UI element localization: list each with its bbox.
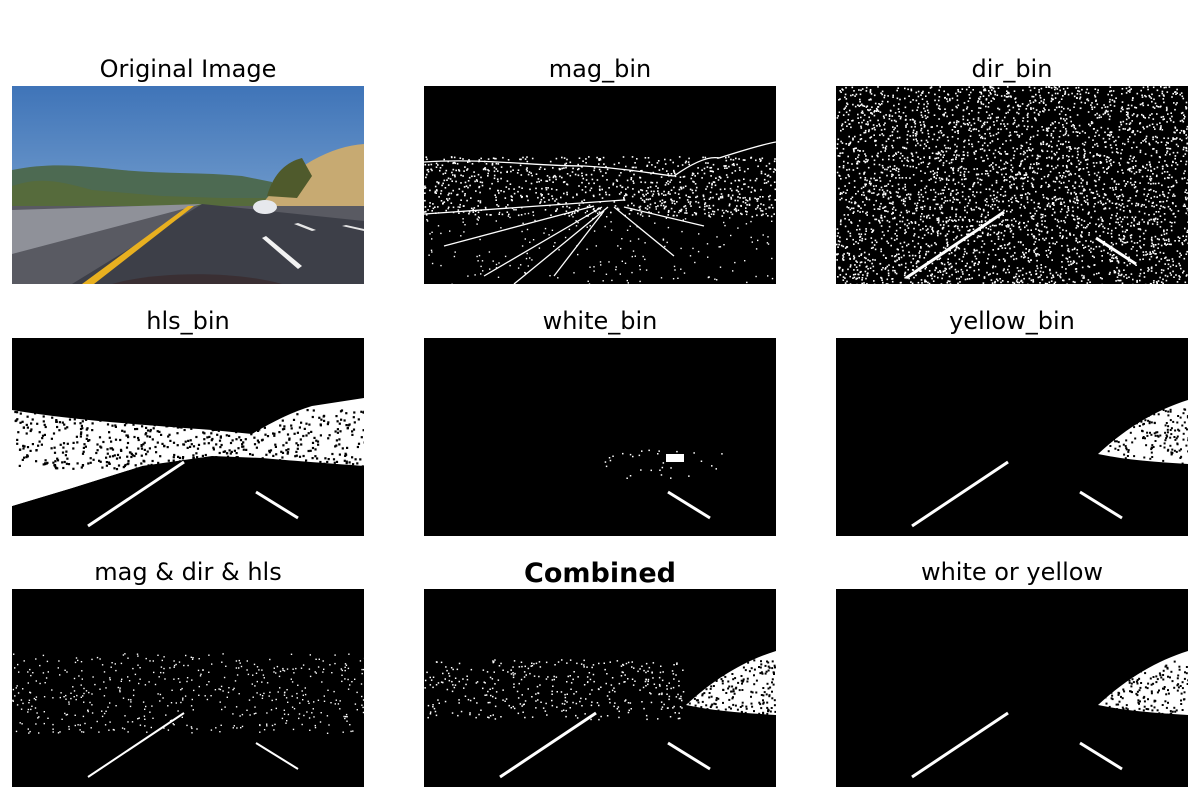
panel-title: hls_bin: [146, 307, 230, 335]
original-road-image: [12, 86, 364, 284]
white-or-yellow-image: [836, 589, 1188, 787]
panel-title: Original Image: [99, 55, 277, 83]
dir-bin-image: [836, 86, 1188, 284]
hls-bin-image: [12, 338, 364, 536]
mag-bin-image: [424, 86, 776, 284]
panel-title: Combined: [524, 558, 676, 589]
yellow-bin-image: [836, 338, 1188, 536]
combined-image: [424, 589, 776, 787]
white-bin-image: [424, 338, 776, 536]
panel-title: white_bin: [542, 307, 658, 335]
panel-title: white or yellow: [920, 558, 1104, 586]
panel-title: dir_bin: [971, 55, 1053, 83]
panel-title: mag & dir & hls: [94, 558, 282, 586]
mag-dir-hls-image: [12, 589, 364, 787]
panel-title: mag_bin: [548, 55, 652, 83]
panel-title: yellow_bin: [949, 307, 1075, 335]
